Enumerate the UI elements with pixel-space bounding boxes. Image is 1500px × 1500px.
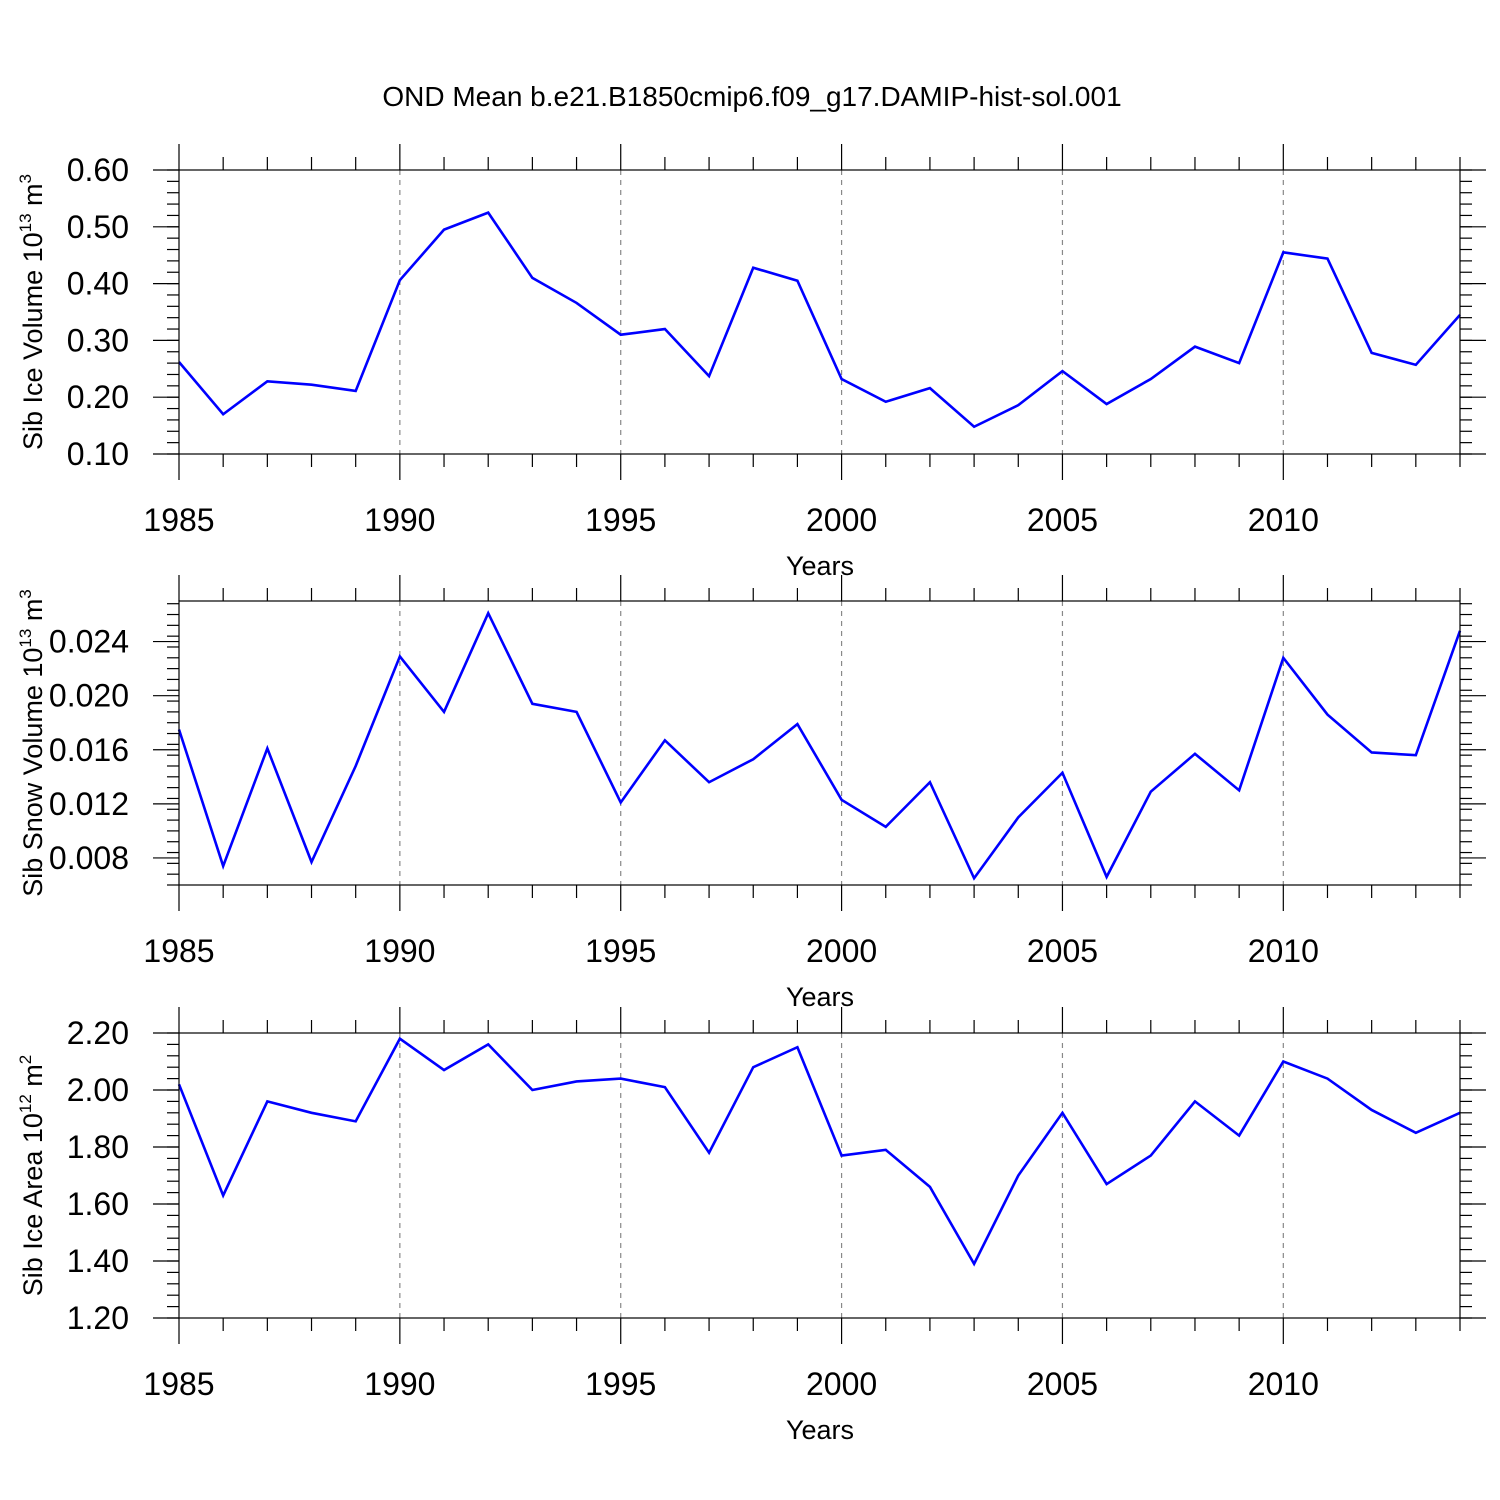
x-tick-label: 1995 [585,933,656,969]
y-tick-label: 0.60 [67,152,129,188]
panel-1: 1985 1990 1995 2000 2005 2010 Years 0.10 0.20 0.3… [16,144,1486,581]
y-tick-label: 2.20 [67,1015,129,1051]
y-tick-label: 0.012 [49,786,129,822]
data-line [177,1036,1461,1267]
y-tick-label: 2.00 [67,1072,129,1108]
x-axis-label: Years [786,982,854,1012]
x-tick-label: 2000 [806,1366,877,1402]
x-tick-label: 1995 [585,502,656,538]
y-tick-label: 1.40 [67,1243,129,1279]
y-tick-label: 1.80 [67,1129,129,1165]
y-tick-label: 0.40 [67,266,129,302]
y-tick-label: 1.20 [67,1300,129,1336]
y-tick-label: 0.50 [67,209,129,245]
data-line [177,610,1462,881]
x-axis-label: Years [786,1415,854,1445]
y-tick-label: 0.024 [49,624,129,660]
y-tick-label: 0.20 [67,379,129,415]
y-tick-label: 1.60 [67,1186,129,1222]
x-tick-label: 2010 [1248,933,1319,969]
y-axis-label: Sib Ice Area 1012 m2 [16,1055,48,1297]
x-tick-label: 1990 [364,933,435,969]
x-tick-label: 2000 [806,933,877,969]
x-tick-label: 1990 [364,1366,435,1402]
x-tick-label: 1985 [143,502,214,538]
plot-frame [178,600,1461,886]
x-tick-label: 1995 [585,1366,656,1402]
y-tick-label: 0.016 [49,732,129,768]
x-tick-label: 2000 [806,502,877,538]
data-line [178,211,1461,429]
chart-title: OND Mean b.e21.B1850cmip6.f09_g17.DAMIP-… [382,81,1121,112]
y-axis-label: Sib Snow Volume 1013 m3 [16,589,48,897]
y-tick-label: 0.008 [49,840,129,876]
x-tick-label: 2010 [1248,502,1319,538]
x-tick-label: 1990 [364,502,435,538]
panel-3: 1985 1990 1995 2000 2005 2010 Years 1.20 1.40 1.6… [16,1007,1486,1445]
y-tick-label: 0.30 [67,322,129,358]
x-axis-label: Years [786,551,854,581]
x-tick-label: 1985 [143,1366,214,1402]
plot-frame [178,1032,1461,1319]
x-tick-label: 2010 [1248,1366,1319,1402]
y-tick-label: 0.020 [49,678,129,714]
x-tick-label: 2005 [1027,502,1098,538]
y-axis-label: Sib Ice Volume 1013 m3 [16,174,48,450]
panel-2: 1985 1990 1995 2000 2005 2010 Years 0.008 0.012 0… [16,575,1486,1012]
y-tick-label: 0.10 [67,436,129,472]
x-tick-label: 2005 [1027,933,1098,969]
plot-frame [178,169,1461,455]
x-tick-label: 1985 [143,933,214,969]
x-tick-label: 2005 [1027,1366,1098,1402]
